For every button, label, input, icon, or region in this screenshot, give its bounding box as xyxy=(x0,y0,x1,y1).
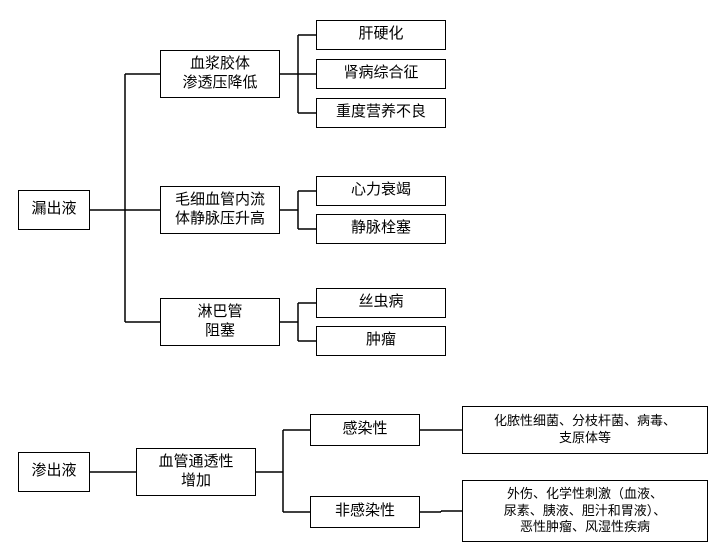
node-n15: 非感染性 xyxy=(310,496,420,528)
edge-n15 xyxy=(420,511,462,512)
node-n3: 毛细血管内流 体静脉压升高 xyxy=(160,186,280,234)
node-n5: 肝硬化 xyxy=(316,20,446,50)
edge-n4 xyxy=(280,303,316,341)
node-n6: 肾病综合征 xyxy=(316,59,446,89)
node-n13: 血管通透性 增加 xyxy=(136,448,256,496)
edge-n13 xyxy=(256,430,310,512)
node-n16: 化脓性细菌、分枝杆菌、病毒、 支原体等 xyxy=(462,406,708,454)
node-n9: 静脉栓塞 xyxy=(316,214,446,244)
node-n1: 漏出液 xyxy=(18,190,90,230)
edge-n1 xyxy=(90,74,160,322)
node-n4: 淋巴管 阻塞 xyxy=(160,298,280,346)
node-n11: 肿瘤 xyxy=(316,326,446,356)
node-n10: 丝虫病 xyxy=(316,288,446,318)
node-n2: 血浆胶体 渗透压降低 xyxy=(160,50,280,98)
effusion-classification-tree: 漏出液 血浆胶体 渗透压降低毛细血管内流 体静脉压升高淋巴管 阻塞 肝硬化肾病综合征… xyxy=(0,0,723,552)
node-n17: 外伤、化学性刺激（血液、 尿素、胰液、胆汁和胃液）、 恶性肿瘤、风湿性疾病 xyxy=(462,480,708,542)
node-n14: 感染性 xyxy=(310,414,420,446)
edge-n3 xyxy=(280,191,316,229)
node-n7: 重度营养不良 xyxy=(316,98,446,128)
edge-n2 xyxy=(280,35,316,113)
node-n12: 渗出液 xyxy=(18,452,90,492)
node-n8: 心力衰竭 xyxy=(316,176,446,206)
